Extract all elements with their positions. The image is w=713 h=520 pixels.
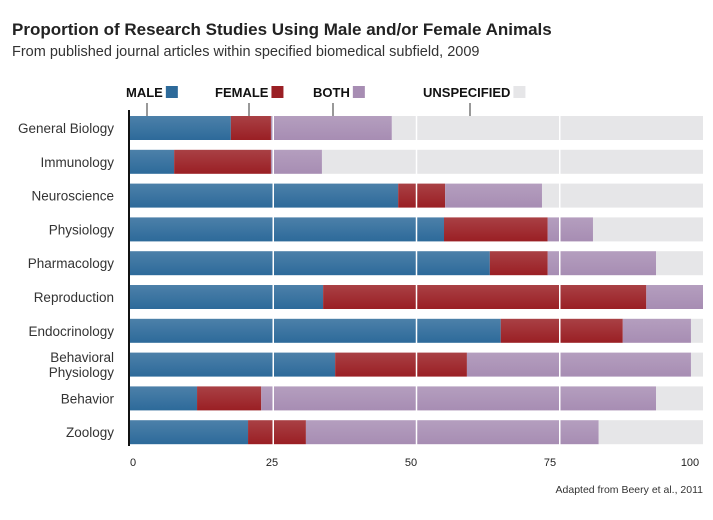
bar-segment-female	[174, 149, 271, 174]
bar-segment-male	[130, 217, 445, 242]
bar-segment-both	[646, 285, 703, 309]
category-label: Immunology	[40, 155, 114, 170]
bar-segment-unspecified	[690, 318, 703, 343]
category-label: Reproduction	[34, 290, 114, 305]
bar-segment-male	[130, 116, 231, 140]
bar-segment-unspecified	[541, 183, 703, 208]
category-label: Physiology	[49, 365, 115, 380]
bar-segment-male	[130, 149, 175, 174]
bar-segment-female	[398, 183, 446, 208]
category-label: Behavioral	[50, 350, 114, 365]
bar-segment-male	[130, 183, 399, 208]
bar-segment-female	[230, 116, 271, 140]
bar-segment-both	[622, 318, 691, 343]
bar-segment-male	[130, 352, 336, 377]
bar-segment-both	[270, 149, 322, 174]
bar-segment-unspecified	[656, 251, 703, 276]
bar-segment-female	[248, 420, 306, 445]
chart-title: Proportion of Research Studies Using Mal…	[12, 20, 552, 39]
bar-segment-female	[323, 285, 647, 309]
bar-segment-female	[489, 251, 548, 276]
bar-segment-male	[130, 251, 490, 276]
category-label: Endocrinology	[28, 324, 114, 339]
bar-segment-both	[261, 386, 657, 411]
category-label: Neuroscience	[31, 189, 114, 204]
x-tick-label: 100	[681, 457, 699, 469]
category-label: Physiology	[49, 222, 115, 237]
x-tick-label: 0	[130, 457, 136, 469]
legend-swatch	[352, 86, 365, 98]
category-label: Behavior	[61, 391, 115, 406]
legend-swatch	[271, 86, 284, 98]
bar-segment-male	[130, 420, 249, 445]
legend-label: BOTH	[313, 85, 350, 100]
bar-segment-both	[270, 116, 392, 140]
source-note: Adapted from Beery et al., 2011	[555, 484, 703, 496]
chart-subtitle: From published journal articles within s…	[12, 44, 480, 60]
bar-segment-unspecified	[321, 149, 703, 174]
category-label: Zoology	[66, 425, 114, 440]
x-tick-label: 25	[266, 457, 278, 469]
category-label: General Biology	[18, 121, 114, 136]
bar-segment-unspecified	[592, 217, 703, 242]
legend-label: MALE	[126, 85, 163, 100]
bar-segment-unspecified	[598, 420, 703, 445]
legend-swatch	[513, 86, 526, 98]
bar-segment-unspecified	[391, 116, 703, 140]
bar-segment-male	[130, 285, 324, 309]
bar-segment-unspecified	[656, 386, 703, 411]
bar-segment-male	[130, 318, 501, 343]
legend-label: UNSPECIFIED	[423, 85, 510, 100]
bar-segment-female	[444, 217, 548, 242]
bar-segment-both	[547, 251, 657, 276]
x-tick-label: 50	[405, 457, 417, 469]
bar-segment-both	[547, 217, 593, 242]
bar-segment-male	[130, 386, 198, 411]
bar-segment-female	[197, 386, 262, 411]
bar-segment-female	[335, 352, 467, 377]
x-tick-label: 75	[544, 457, 556, 469]
category-label: Pharmacology	[28, 256, 115, 271]
bar-segment-both	[466, 352, 691, 377]
bar-segment-female	[500, 318, 623, 343]
bar-segment-both	[445, 183, 542, 208]
bar-segment-both	[305, 420, 599, 445]
legend-label: FEMALE	[215, 85, 269, 100]
legend-swatch	[165, 86, 178, 98]
bar-segment-unspecified	[690, 352, 703, 377]
